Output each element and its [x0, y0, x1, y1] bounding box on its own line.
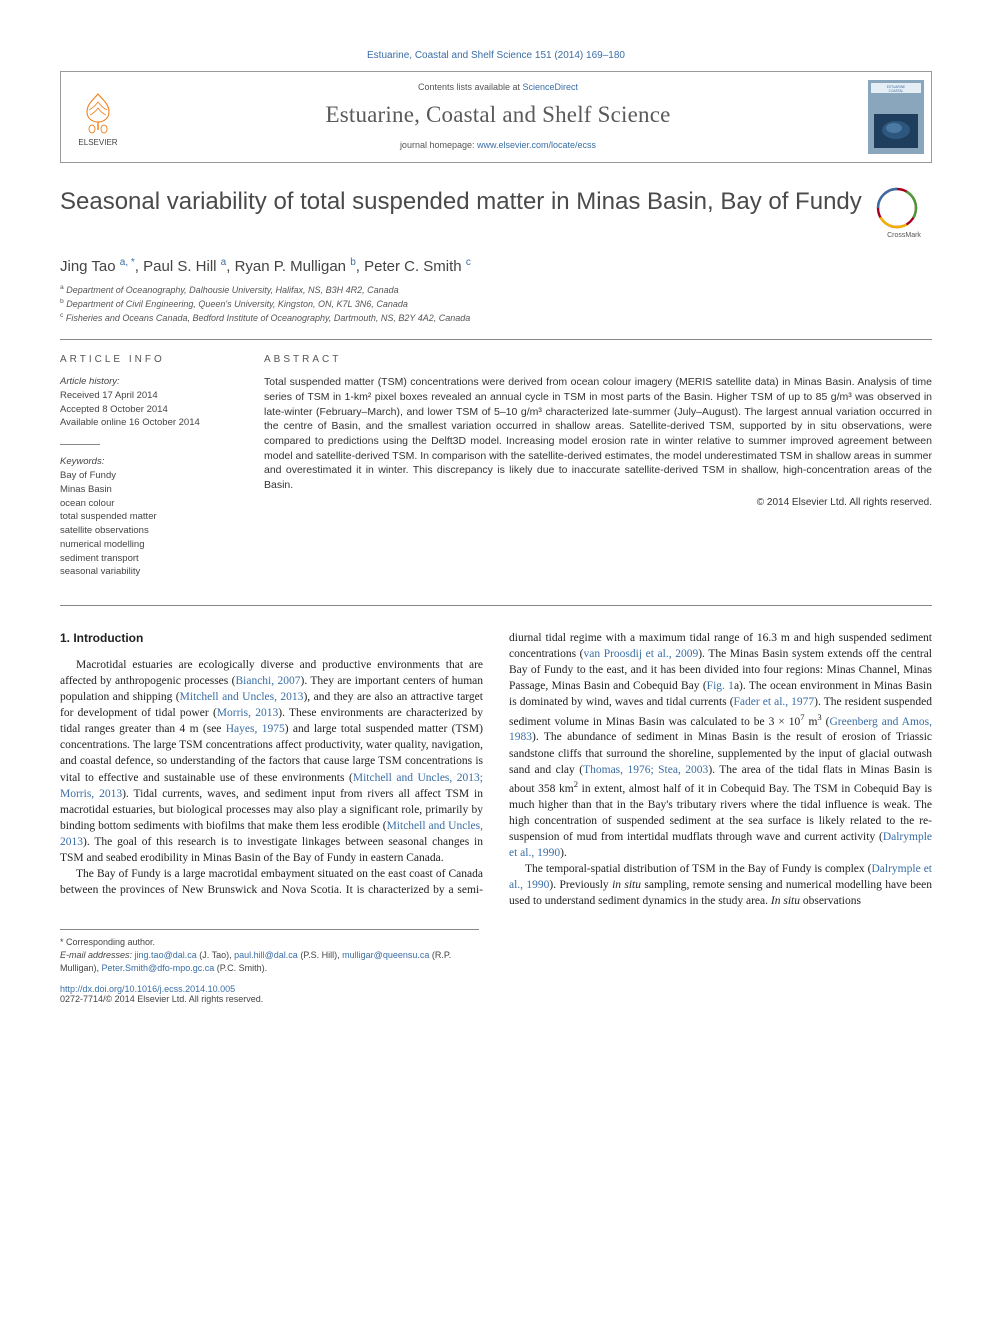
journal-homepage-line: journal homepage: www.elsevier.com/locat…: [143, 140, 853, 150]
keyword-1: Minas Basin: [60, 483, 238, 497]
sciencedirect-link[interactable]: ScienceDirect: [523, 82, 579, 92]
cite-dalrymple-1990[interactable]: Dalrymple et al., 1990: [509, 831, 932, 859]
affiliation-b: b Department of Civil Engineering, Queen…: [60, 297, 932, 311]
cite-mitchell-uncles-2013c[interactable]: Mitchell and Uncles, 2013: [60, 820, 483, 848]
keyword-7: seasonal variability: [60, 565, 238, 579]
keyword-6: sediment transport: [60, 552, 238, 566]
cite-mitchell-uncles-2013b[interactable]: Mitchell and Uncles, 2013; Morris, 2013: [60, 772, 483, 800]
email-smith[interactable]: Peter.Smith@dfo-mpo.gc.ca: [102, 963, 215, 973]
affiliations: a Department of Oceanography, Dalhousie …: [60, 283, 932, 325]
article-history: Article history: Received 17 April 2014 …: [60, 375, 238, 430]
email-smith-who: (P.C. Smith): [217, 963, 265, 973]
divider-mini: [60, 444, 100, 445]
doi-link[interactable]: http://dx.doi.org/10.1016/j.ecss.2014.10…: [60, 984, 235, 994]
publisher-label: ELSEVIER: [78, 138, 117, 147]
email-tao[interactable]: jing.tao@dal.ca: [135, 950, 197, 960]
elsevier-tree-icon: [75, 88, 121, 134]
body-columns: 1. Introduction Macrotidal estuaries are…: [60, 630, 932, 909]
cite-bianchi-2007[interactable]: Bianchi, 2007: [235, 675, 300, 687]
cite-mitchell-uncles-2013[interactable]: Mitchell and Uncles, 2013: [180, 691, 304, 703]
section-heading-intro: 1. Introduction: [60, 630, 483, 647]
abstract-text: Total suspended matter (TSM) concentrati…: [264, 375, 932, 493]
journal-name: Estuarine, Coastal and Shelf Science: [143, 102, 853, 128]
cite-thomas-1976[interactable]: Thomas, 1976; Stea, 2003: [583, 764, 708, 776]
header-center: Contents lists available at ScienceDirec…: [135, 72, 861, 162]
abstract-label: ABSTRACT: [264, 354, 932, 365]
affil-link-a2[interactable]: a: [221, 257, 227, 268]
cite-fader-1977[interactable]: Fader et al., 1977: [734, 696, 815, 708]
homepage-prefix: journal homepage:: [400, 140, 477, 150]
email-mulligan[interactable]: mulligar@queensu.ca: [342, 950, 429, 960]
contents-prefix: Contents lists available at: [418, 82, 523, 92]
cite-fig1a[interactable]: Fig. 1: [707, 680, 734, 692]
contents-line: Contents lists available at ScienceDirec…: [143, 82, 853, 92]
keywords-block: Keywords: Bay of Fundy Minas Basin ocean…: [60, 455, 238, 579]
affiliation-c: c Fisheries and Oceans Canada, Bedford I…: [60, 311, 932, 325]
cite-hayes-1975[interactable]: Hayes, 1975: [226, 723, 285, 735]
history-accepted: Accepted 8 October 2014: [60, 403, 238, 417]
affil-link-c[interactable]: c: [466, 257, 471, 268]
cite-greenberg-amos-1983[interactable]: Greenberg and Amos, 1983: [509, 715, 932, 743]
article-info-label: ARTICLE INFO: [60, 354, 238, 365]
cover-icon: ESTUARINE COASTAL: [868, 80, 924, 154]
authors-line: Jing Tao a, *, Paul S. Hill a, Ryan P. M…: [60, 257, 932, 275]
article-title: Seasonal variability of total suspended …: [60, 187, 862, 217]
email-tao-who: (J. Tao): [199, 950, 229, 960]
affil-link-b[interactable]: b: [350, 257, 356, 268]
keyword-3: total suspended matter: [60, 510, 238, 524]
intro-p3: The temporal-spatial distribution of TSM…: [509, 861, 932, 909]
affiliation-a: a Department of Oceanography, Dalhousie …: [60, 283, 932, 297]
journal-homepage-link[interactable]: www.elsevier.com/locate/ecss: [477, 140, 596, 150]
cite-van-proosdij-2009[interactable]: van Proosdij et al., 2009: [584, 648, 699, 660]
affiliation-c-text: Fisheries and Oceans Canada, Bedford Ins…: [66, 313, 470, 323]
cite-morris-2013[interactable]: Morris, 2013: [217, 707, 278, 719]
keyword-5: numerical modelling: [60, 538, 238, 552]
keyword-4: satellite observations: [60, 524, 238, 538]
affil-link-a[interactable]: a: [120, 257, 126, 268]
cite-dalrymple-1990b[interactable]: Dalrymple et al., 1990: [509, 863, 932, 891]
keyword-2: ocean colour: [60, 497, 238, 511]
history-online: Available online 16 October 2014: [60, 416, 238, 430]
svg-text:CrossMark: CrossMark: [887, 232, 921, 239]
crossmark-badge[interactable]: CrossMark: [876, 187, 932, 243]
abstract-panel: ABSTRACT Total suspended matter (TSM) co…: [264, 354, 932, 593]
keywords-label: Keywords:: [60, 455, 238, 469]
keyword-0: Bay of Fundy: [60, 469, 238, 483]
svg-text:COASTAL: COASTAL: [889, 89, 904, 93]
email-footnote: E-mail addresses: jing.tao@dal.ca (J. Ta…: [60, 949, 479, 974]
journal-reference: Estuarine, Coastal and Shelf Science 151…: [60, 50, 932, 61]
corresponding-footnote: * Corresponding author.: [60, 936, 479, 949]
bottom-bar: http://dx.doi.org/10.1016/j.ecss.2014.10…: [60, 984, 932, 1004]
divider-bottom: [60, 605, 932, 606]
email-hill-who: (P.S. Hill): [300, 950, 337, 960]
email-hill[interactable]: paul.hill@dal.ca: [234, 950, 298, 960]
emails-label: E-mail addresses:: [60, 950, 132, 960]
affiliation-a-text: Department of Oceanography, Dalhousie Un…: [66, 285, 398, 295]
history-label: Article history:: [60, 375, 238, 389]
intro-p1: Macrotidal estuaries are ecologically di…: [60, 657, 483, 866]
journal-header: ELSEVIER Contents lists available at Sci…: [60, 71, 932, 163]
issn-line: 0272-7714/© 2014 Elsevier Ltd. All right…: [60, 994, 932, 1004]
corresponding-link[interactable]: *: [131, 257, 135, 268]
history-received: Received 17 April 2014: [60, 389, 238, 403]
publisher-logo: ELSEVIER: [61, 72, 135, 162]
affiliation-b-text: Department of Civil Engineering, Queen's…: [66, 299, 408, 309]
journal-cover-thumb: ESTUARINE COASTAL: [861, 72, 931, 162]
footnotes: * Corresponding author. E-mail addresses…: [60, 929, 479, 974]
abstract-copyright: © 2014 Elsevier Ltd. All rights reserved…: [264, 497, 932, 508]
article-info-panel: ARTICLE INFO Article history: Received 1…: [60, 354, 238, 593]
